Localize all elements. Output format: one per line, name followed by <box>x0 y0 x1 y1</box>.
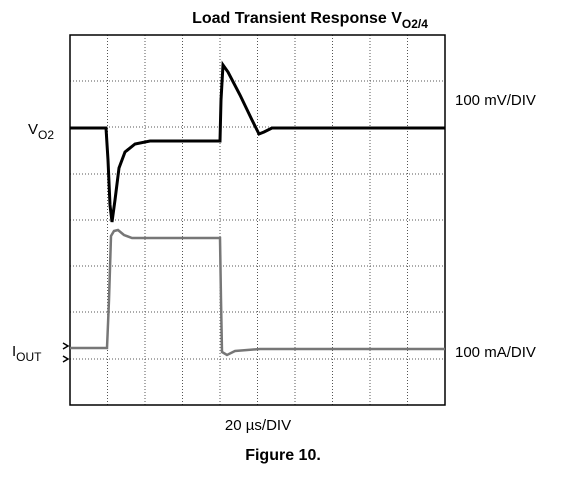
vo2-label-sub: O2 <box>38 128 54 142</box>
time-scale: 20 µs/DIV <box>225 417 291 434</box>
voltage-trace <box>70 60 445 223</box>
iout-label-text: I <box>12 343 16 360</box>
vo2-label: VO2 <box>28 121 54 142</box>
iout-label-sub: OUT <box>16 350 42 364</box>
channel-marker <box>62 342 70 363</box>
caption: Figure 10. <box>245 447 321 464</box>
current-scale: 100 mA/DIV <box>455 344 536 361</box>
title-text: Load Transient Response V <box>192 10 402 27</box>
plot-frame <box>69 34 446 406</box>
voltage-scale: 100 mV/DIV <box>455 92 536 109</box>
title: Load Transient Response VO2/4 <box>192 10 428 31</box>
iout-label: IOUT <box>12 343 42 364</box>
vo2-label-text: V <box>28 121 38 138</box>
current-trace <box>70 228 445 357</box>
title-sub: O2/4 <box>402 17 428 31</box>
